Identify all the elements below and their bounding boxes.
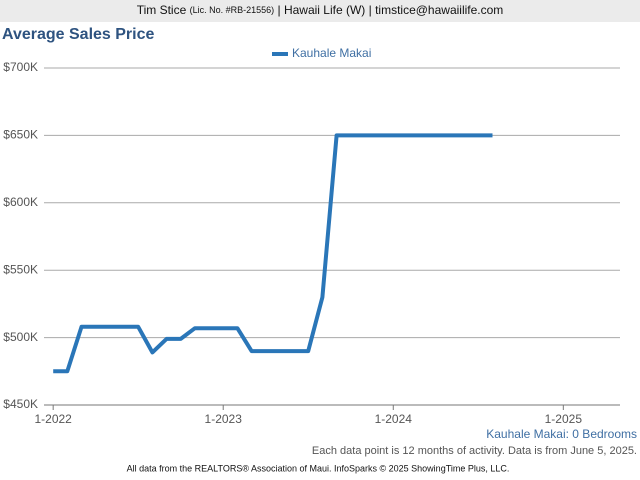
y-tick-label: $500K [3,330,38,344]
chart-title: Average Sales Price [2,26,155,43]
series-line [53,133,493,374]
y-tick-label: $450K [3,397,38,411]
header-text: Tim Stice (Lic. No. #RB-21556) | Hawaii … [137,3,504,17]
x-tick-label: 1-2024 [375,412,413,426]
subtitle: Kauhale Makai: 0 Bedrooms [486,427,637,441]
y-tick-label: $600K [3,195,38,209]
legend-label: Kauhale Makai [292,46,371,60]
header-bar [0,0,640,22]
y-tick-label: $700K [3,60,38,74]
license: (Lic. No. #RB-21556) [190,5,275,15]
footer: All data from the REALTORS® Association … [127,463,510,473]
agent-name: Tim Stice [137,3,187,17]
x-tick-label: 1-2022 [34,412,72,426]
y-tick-label: $650K [3,128,38,142]
agency: | Hawaii Life (W) | timstice@hawaiilife.… [278,3,504,17]
note: Each data point is 12 months of activity… [312,445,637,457]
y-tick-label: $550K [3,262,38,276]
x-tick-label: 1-2023 [205,412,243,426]
x-tick-label: 1-2025 [545,412,583,426]
